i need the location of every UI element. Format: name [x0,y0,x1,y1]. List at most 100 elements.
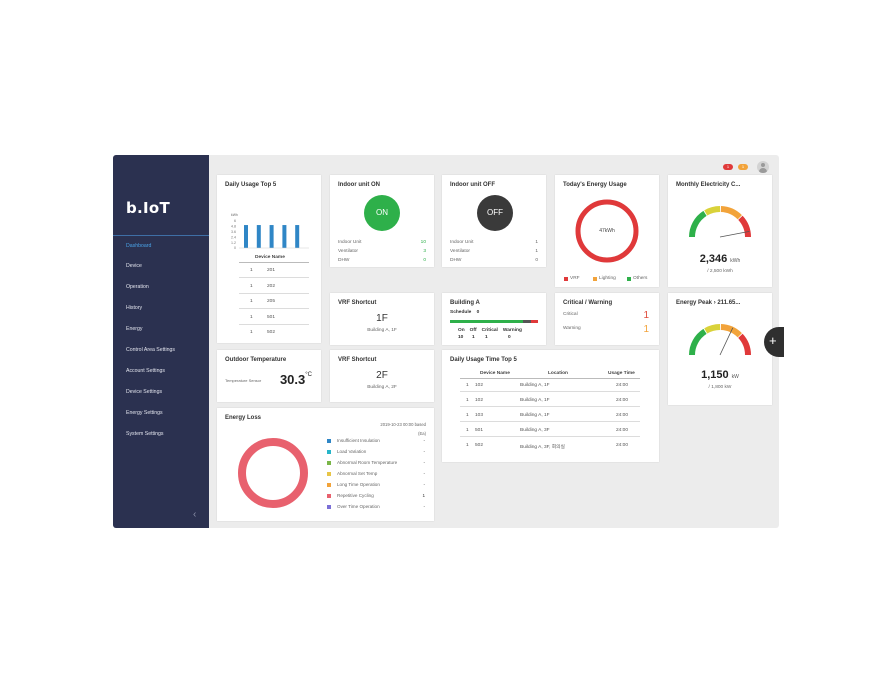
outdoor-temperature-card[interactable]: Outdoor Temperature Temperature Sensor 3… [217,350,321,402]
critical-count[interactable]: 1 [643,310,649,321]
energy-peak-card[interactable]: Energy Peak › 211.65... 1,150 kW / 1,800… [668,293,772,405]
gauge-green-zone [689,328,707,356]
add-widget-button[interactable]: + [764,327,784,357]
card-title: Outdoor Temperature [225,357,287,363]
card-title: Indoor unit ON [338,182,380,188]
bar-202[interactable] [256,225,261,248]
location-cell: Building A, 1F [520,383,550,388]
indoor-unit-off-card[interactable]: Indoor unit OFF OFF Indoor Unit 1 Ventil… [442,175,546,267]
legend-swatch [327,505,331,509]
rank-cell: 1 [250,268,253,273]
loss-label: Repetitive Cycling [337,493,374,498]
card-title: Critical / Warning [563,300,613,306]
sidebar-item-system-settings[interactable]: System Settings [126,431,164,437]
column-location: Location [548,371,568,376]
device-name-cell: 205 [267,299,276,304]
warning-count[interactable]: 1 [643,324,649,335]
monthly-electricity-card[interactable]: Monthly Electricity C... 2,346 kWh / 2,5… [668,175,772,287]
sidebar-item-device[interactable]: Device [126,263,142,269]
list-item[interactable]: Abnormal Set Temp - [327,471,427,482]
time-cell: 24:00 [616,443,629,448]
time-cell: 24:00 [616,428,629,433]
sidebar-item-energy-settings[interactable]: Energy Settings [126,410,163,416]
off-value: 1 [472,335,475,340]
sidebar: b.IoT Dashboard Device Operation History… [113,155,209,528]
list-item[interactable]: Insufficient Insulation - [327,438,427,449]
monthly-value: 2,346 [699,253,728,265]
gauge-orange-zone [720,324,742,338]
list-item[interactable]: Load Variation - [327,449,427,460]
sidebar-item-history[interactable]: History [126,305,143,311]
energy-loss-card[interactable]: Energy Loss 2019-10-23 00:00 based (Ea) … [217,408,434,521]
floor-label: 1F [376,313,388,324]
bar-201[interactable] [244,225,248,248]
loss-value: - [423,460,425,465]
gauge-red-zone [738,215,751,238]
indoor-unit-on-card[interactable]: Indoor unit ON ON Indoor Unit 10 Ventila… [330,175,434,267]
vrf-shortcut-1f-card[interactable]: VRF Shortcut 1F Building A, 1F [330,293,434,345]
sidebar-item-device-settings[interactable]: Device Settings [126,389,163,395]
legend-swatch [327,461,331,465]
bar-501[interactable] [282,225,287,248]
vrf-share-arc [575,199,639,263]
sidebar-item-control-area-settings[interactable]: Control Area Settings [126,347,176,353]
lighting-legend-swatch [593,277,597,281]
device-name-cell: 202 [267,284,276,289]
warning-alert-badge[interactable]: 1 [738,164,748,170]
row-divider [239,308,309,309]
building-a-card[interactable]: Building A Schedule 0 On Off Critical Wa… [442,293,546,345]
chart-unit: kWh [231,213,238,217]
bar-502[interactable] [295,225,300,248]
status-bar [450,320,538,323]
card-title: Building A [450,300,480,306]
loss-value: - [423,504,425,509]
on-label: On [458,328,465,333]
sidebar-item-operation[interactable]: Operation [126,284,149,290]
device-name-cell: 201 [267,268,276,273]
loss-unit: (Ea) [418,431,426,436]
sidebar-item-energy[interactable]: Energy [126,326,143,332]
list-item[interactable]: Long Time Operation - [327,482,427,493]
list-item[interactable]: Abnormal Room Temperature - [327,460,427,471]
on-status-button[interactable]: ON [364,195,400,231]
list-item[interactable]: Over Time Operation - [327,504,427,515]
row-divider [460,436,640,437]
card-title: Energy Loss [225,415,262,421]
app-logo[interactable]: b.IoT [126,199,171,217]
sidebar-item-dashboard[interactable]: Dashboard [113,235,209,256]
card-title: VRF Shortcut [338,357,377,363]
status-bar-off [523,320,531,323]
daily-usage-card[interactable]: Daily Usage Top 5 kWh 6 4.8 3.6 2.4 1.2 0 Dev… [217,175,321,343]
vrf-shortcut-2f-card[interactable]: VRF Shortcut 2F Building A, 2F [330,350,434,402]
rank-cell: 1 [250,299,253,304]
collapse-sidebar-icon[interactable]: ‹ [193,509,197,520]
warning-value: 0 [508,335,511,340]
card-title: Daily Usage Time Top 5 [450,357,517,363]
vrf-legend-swatch [564,277,568,281]
bar-205[interactable] [269,225,274,248]
todays-energy-card[interactable]: Today's Energy Usage 47kWh VRF Lighting … [555,175,659,287]
user-avatar-icon[interactable] [757,161,769,173]
ventilator-value: 1 [535,249,538,254]
daily-usage-time-card[interactable]: Daily Usage Time Top 5 Device Name Locat… [442,350,659,462]
loss-value: 1 [422,493,425,498]
list-item[interactable]: Repetitive Cycling 1 [327,493,427,504]
y-tick-label: 1.2 [231,241,236,245]
indoor-unit-value: 10 [420,240,426,245]
loss-value: - [423,438,425,443]
peak-value-line: 1,150 kW [668,369,772,381]
off-status-button[interactable]: OFF [477,195,513,231]
critical-alert-badge[interactable]: 1 [723,164,733,170]
loss-label: Insufficient Insulation [337,438,380,443]
monthly-target: / 2,500 kWh [707,269,733,274]
location-cell: Building A, 1F [520,398,550,403]
gauge-orange-zone [720,206,742,220]
location-cell: Building A, 3F, 회의실 [520,445,565,450]
table-header-divider [460,378,640,379]
critical-warning-card[interactable]: Critical / Warning Critical 1 Warning 1 [555,293,659,345]
legend-swatch [327,472,331,476]
device-cell: 501 [475,428,484,433]
others-legend-swatch [627,277,631,281]
sidebar-nav: Dashboard Device Operation History Energ… [113,235,209,445]
sidebar-item-account-settings[interactable]: Account Settings [126,368,165,374]
